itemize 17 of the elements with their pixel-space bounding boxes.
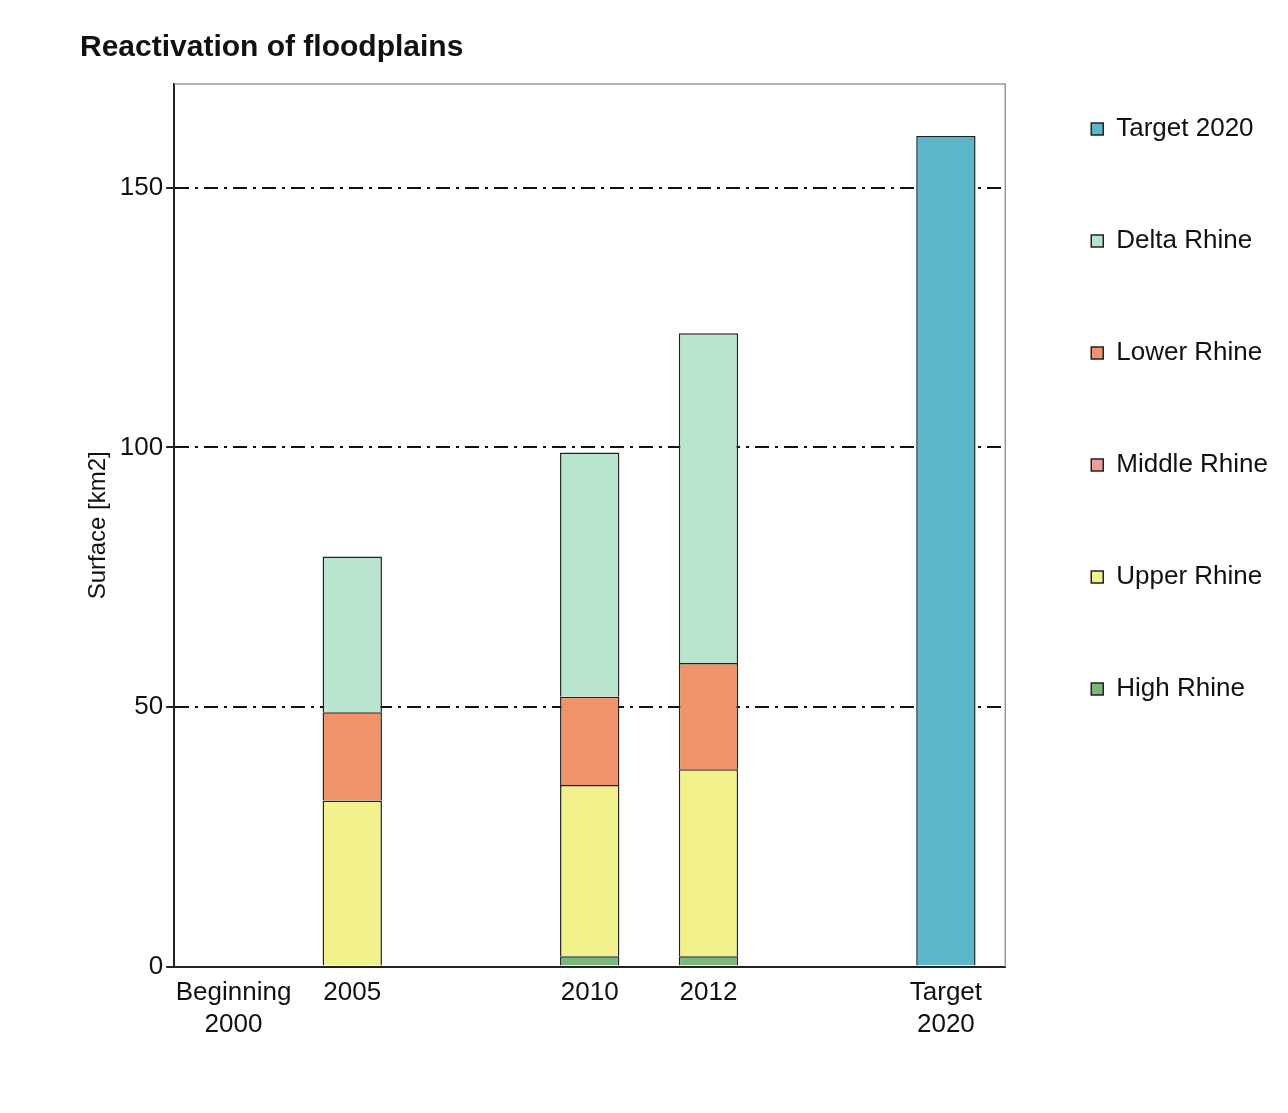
x-tick-label: Target 2020 xyxy=(909,976,983,1038)
y-tick-label: 50 xyxy=(134,690,164,721)
y-tick-label: 150 xyxy=(119,171,164,202)
x-tick-label: 2005 xyxy=(323,976,382,1007)
legend-label: Lower Rhine xyxy=(1116,336,1263,367)
x-tick-label: 2012 xyxy=(679,976,738,1007)
x-tick-label: 2010 xyxy=(560,976,619,1007)
chart-title: Reactivation of floodplains xyxy=(80,29,464,63)
legend-label: Middle Rhine xyxy=(1116,448,1268,479)
legend-label: Target 2020 xyxy=(1116,112,1254,143)
legend-label: Delta Rhine xyxy=(1116,224,1253,255)
y-tick-label: 0 xyxy=(148,949,164,980)
y-tick-label: 100 xyxy=(119,430,164,461)
legend-label: High Rhine xyxy=(1116,672,1245,703)
legend-label: Upper Rhine xyxy=(1116,560,1263,591)
x-tick-label: Beginning 2000 xyxy=(175,976,292,1038)
y-axis-title: Surface [km2] xyxy=(83,451,111,600)
